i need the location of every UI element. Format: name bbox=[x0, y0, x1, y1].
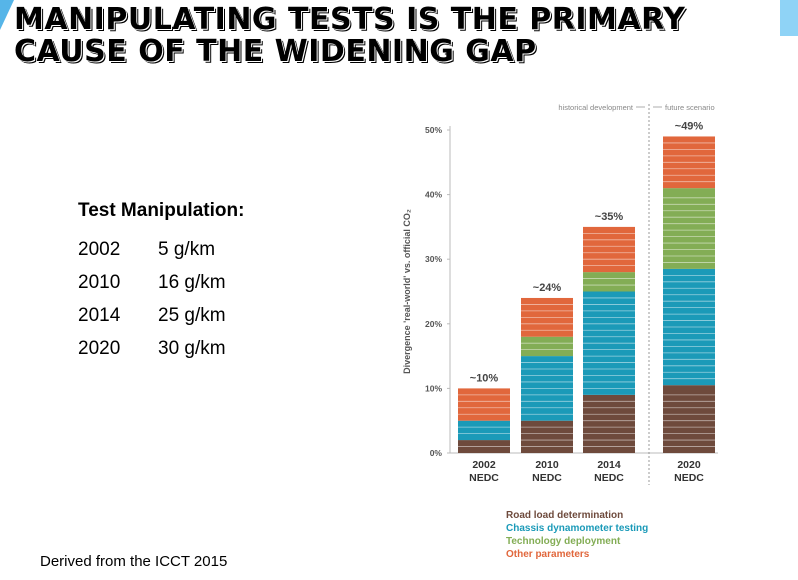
manipulation-heading: Test Manipulation: bbox=[78, 200, 245, 221]
x-tick-label-year: 2014 bbox=[597, 459, 621, 471]
legend-entry: Chassis dynamometer testing bbox=[506, 523, 648, 534]
manipulation-row: 2002 5 g/km bbox=[78, 233, 244, 266]
bar-segment bbox=[521, 336, 573, 357]
bar-segment bbox=[458, 420, 510, 441]
total-label: ~10% bbox=[470, 372, 499, 384]
manipulation-value: 25 g/km bbox=[158, 305, 226, 326]
x-tick-label-cycle: NEDC bbox=[674, 472, 704, 484]
total-label: ~24% bbox=[533, 282, 562, 294]
bar-segment bbox=[583, 226, 635, 273]
corner-accent-left bbox=[0, 0, 14, 30]
legend-entry: Technology deployment bbox=[506, 536, 621, 547]
manipulation-value: 5 g/km bbox=[158, 239, 216, 260]
manipulation-year: 2002 bbox=[78, 239, 121, 260]
total-label: ~49% bbox=[675, 120, 704, 132]
slide-title-line-2: CAUSE OF THE WIDENING GAP bbox=[14, 34, 537, 69]
legend-entry: Other parameters bbox=[506, 549, 590, 560]
y-tick-label: 50% bbox=[425, 125, 442, 135]
slide-title: MANIPULATING TESTS IS THE PRIMARY CAUSE … bbox=[14, 4, 685, 68]
y-tick-label: 0% bbox=[430, 448, 443, 458]
total-label: ~35% bbox=[595, 211, 624, 223]
manipulation-value: 30 g/km bbox=[158, 338, 226, 359]
y-tick-label: 40% bbox=[425, 190, 442, 200]
bar-segment bbox=[663, 188, 715, 269]
future-annotation: future scenario bbox=[665, 103, 715, 112]
x-tick-label-year: 2020 bbox=[677, 459, 701, 471]
source-note: Derived from the ICCT 2015 bbox=[40, 553, 228, 570]
corner-accent-right bbox=[780, 0, 798, 36]
bar-segment bbox=[583, 394, 635, 453]
x-tick-label-cycle: NEDC bbox=[594, 472, 624, 484]
manipulation-value: 16 g/km bbox=[158, 272, 226, 293]
bar-segment bbox=[583, 272, 635, 292]
x-tick-label-cycle: NEDC bbox=[469, 472, 499, 484]
historical-annotation: historical development bbox=[558, 103, 634, 112]
y-tick-label: 20% bbox=[425, 319, 442, 329]
y-tick-label: 30% bbox=[425, 254, 442, 264]
manipulation-row: 2014 25 g/km bbox=[78, 299, 244, 332]
manipulation-year: 2014 bbox=[78, 305, 121, 326]
manipulation-row: 2020 30 g/km bbox=[78, 332, 244, 365]
manipulation-year: 2010 bbox=[78, 272, 121, 293]
bar-segment bbox=[458, 388, 510, 421]
x-tick-label-year: 2010 bbox=[535, 459, 559, 471]
y-axis-title: Divergence 'real-world' vs. official CO₂ bbox=[402, 209, 412, 374]
x-tick-label-year: 2002 bbox=[472, 459, 496, 471]
x-tick-label-cycle: NEDC bbox=[532, 472, 562, 484]
bar-segment bbox=[663, 385, 715, 453]
legend-entry: Road load determination bbox=[506, 510, 623, 521]
y-tick-label: 10% bbox=[425, 383, 442, 393]
manipulation-panel: Test Manipulation: 2002 5 g/km 2010 16 g/k… bbox=[78, 200, 244, 365]
bar-segment bbox=[521, 420, 573, 453]
manipulation-row: 2010 16 g/km bbox=[78, 266, 244, 299]
slide-title-line-1: MANIPULATING TESTS IS THE PRIMARY bbox=[14, 2, 686, 37]
manipulation-year: 2020 bbox=[78, 338, 121, 359]
